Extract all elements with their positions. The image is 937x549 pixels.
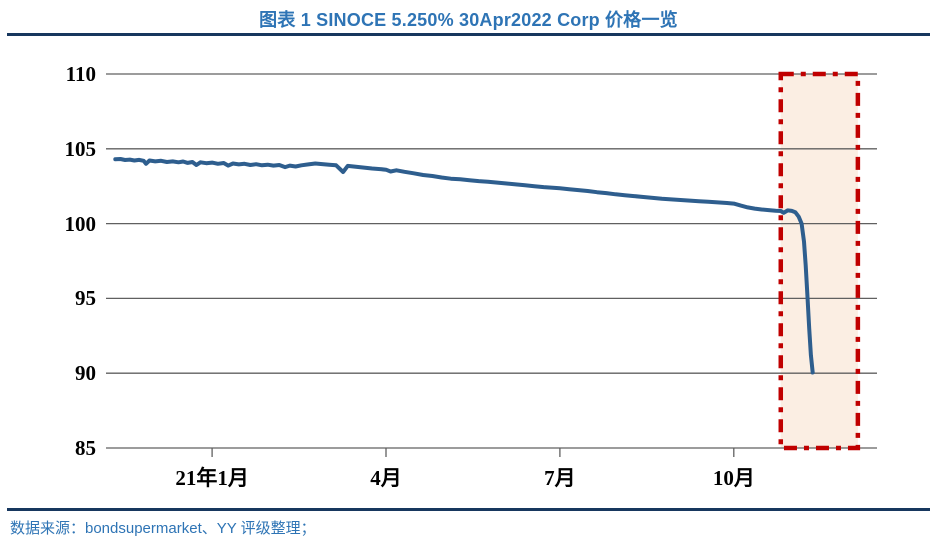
y-axis-label-105: 105 [64,136,97,161]
source-note: 数据来源：bondsupermarket、YY 评级整理； [10,520,316,537]
y-axis-label-85: 85 [75,436,96,460]
x-axis-label: 10月 [712,466,755,490]
x-axis-label: 7月 [544,466,576,490]
y-axis-label-90: 90 [75,361,96,386]
highlight-region [780,74,858,448]
y-axis-label-95: 95 [75,286,96,311]
x-axis-label: 4月 [370,466,402,490]
y-axis-label-110: 110 [65,62,96,86]
bottom-rule [7,508,930,511]
bond-price-chart: 85 90 95 100 105 110 21年1月 4月 7月 10月 [0,60,937,505]
y-axis-label-100: 100 [64,211,97,236]
plot-area [106,71,877,457]
figure-title: 图表 1 SINOCE 5.250% 30Apr2022 Corp 价格一览 [259,10,678,30]
x-axis-label: 21年1月 [175,466,249,490]
highlight-border [778,71,861,451]
price-line [113,157,815,375]
top-rule [7,33,930,36]
